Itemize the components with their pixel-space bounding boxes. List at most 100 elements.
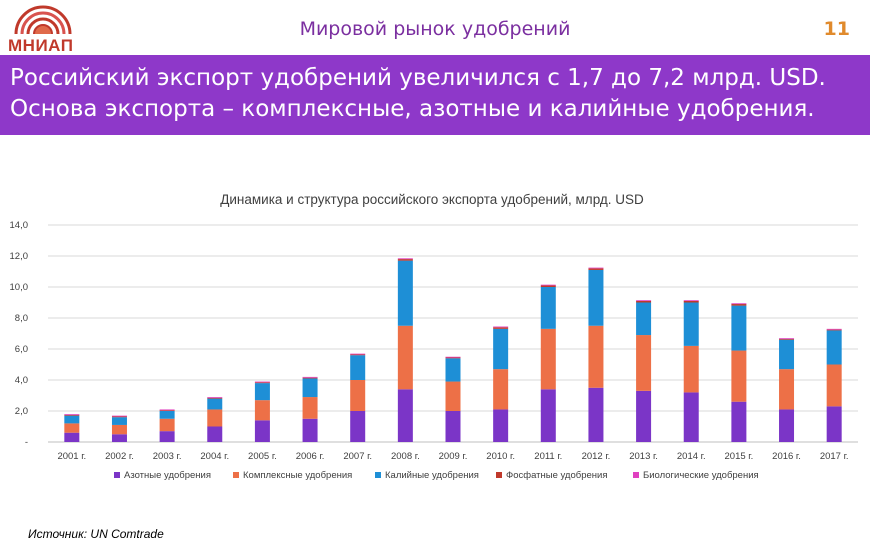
bar-segment xyxy=(111,416,127,418)
legend-label: Биологические удобрения xyxy=(643,470,759,481)
headline-line-1: Российский экспорт удобрений увеличился … xyxy=(10,65,826,91)
bar-segment xyxy=(254,381,270,383)
bar-segment xyxy=(636,302,652,336)
legend-swatch xyxy=(375,472,381,478)
bar-segment xyxy=(350,354,366,356)
bar-segment xyxy=(540,328,556,390)
legend-label: Калийные удобрения xyxy=(385,470,479,481)
bar-segment xyxy=(64,415,80,424)
bar-segment xyxy=(636,390,652,442)
x-tick-label: 2003 г. xyxy=(153,451,182,462)
legend-label: Комплексные удобрения xyxy=(243,470,352,481)
bar-segment xyxy=(207,397,223,398)
bar-segment xyxy=(588,268,604,270)
bar-segment xyxy=(445,356,461,358)
bar-segment xyxy=(207,409,223,427)
bar-segment xyxy=(207,397,223,399)
headline-line-2: Основа экспорта – комплексные, азотные и… xyxy=(10,96,815,122)
bar-segment xyxy=(540,287,556,329)
bar-segment xyxy=(207,398,223,410)
x-tick-label: 2010 г. xyxy=(486,451,515,462)
x-tick-label: 2013 г. xyxy=(629,451,658,462)
bar-segment xyxy=(731,350,747,402)
bar-segment xyxy=(445,411,461,442)
bar-segment xyxy=(302,418,318,442)
bar-segment xyxy=(350,380,366,411)
x-tick-label: 2002 г. xyxy=(105,451,134,462)
bar-segment xyxy=(397,389,413,442)
x-tick-label: 2014 г. xyxy=(677,451,706,462)
bar-segment xyxy=(683,345,699,393)
bar-segment xyxy=(254,382,270,384)
bar-segment xyxy=(683,392,699,442)
bar-segment xyxy=(159,431,175,442)
bar-segment xyxy=(64,432,80,442)
bar-segment xyxy=(588,267,604,269)
bar-segment xyxy=(683,302,699,346)
bar-segment xyxy=(731,401,747,442)
slide-title: Мировой рынок удобрений xyxy=(299,18,571,40)
bar-segment xyxy=(111,417,127,425)
export-chart: Динамика и структура российского экспорт… xyxy=(10,192,858,481)
x-tick-label: 2016 г. xyxy=(772,451,801,462)
y-tick-label: 6,0 xyxy=(15,344,28,355)
y-tick-label: 12,0 xyxy=(10,251,29,262)
bar-segment xyxy=(302,377,318,379)
bar-segment xyxy=(588,387,604,442)
x-tick-label: 2012 г. xyxy=(582,451,611,462)
logo: МНИАП xyxy=(6,2,82,55)
bar-segment xyxy=(493,369,509,410)
y-tick-label: 8,0 xyxy=(15,313,28,324)
legend-label: Фосфатные удобрения xyxy=(506,470,607,481)
bar-segment xyxy=(826,328,842,330)
bar-segment xyxy=(540,285,556,287)
bar-segment xyxy=(64,423,80,433)
bar-segment xyxy=(683,300,699,303)
bar-segment xyxy=(779,369,795,410)
bar-segment xyxy=(254,383,270,401)
bar-segment xyxy=(397,325,413,390)
x-tick-label: 2007 г. xyxy=(343,451,372,462)
bar-segment xyxy=(350,355,366,380)
bar-segment xyxy=(64,414,80,415)
bar-segment xyxy=(350,411,366,442)
bar-segment xyxy=(445,381,461,411)
bar-segment xyxy=(111,434,127,442)
bar-segment xyxy=(159,410,175,411)
bar-segment xyxy=(826,329,842,331)
y-tick-label: 2,0 xyxy=(15,406,28,417)
x-tick-label: 2001 г. xyxy=(57,451,86,462)
bar-segment xyxy=(302,397,318,419)
bar-segment xyxy=(826,364,842,407)
bar-segment xyxy=(683,300,699,301)
bar-segment xyxy=(111,424,127,435)
bar-segment xyxy=(397,259,413,261)
bar-segment xyxy=(397,260,413,326)
bar-segment xyxy=(588,325,604,388)
logo-text: МНИАП xyxy=(8,36,74,55)
x-tick-label: 2017 г. xyxy=(820,451,849,462)
x-tick-label: 2008 г. xyxy=(391,451,420,462)
bar-segment xyxy=(731,305,747,351)
bar-segment xyxy=(159,409,175,411)
bar-segment xyxy=(159,418,175,432)
source-note: Источник: UN Comtrade xyxy=(28,527,164,541)
bar-segment xyxy=(350,353,366,355)
bar-segment xyxy=(64,414,80,416)
legend-swatch xyxy=(233,472,239,478)
bar-segment xyxy=(779,338,795,340)
bar-segment xyxy=(493,327,509,329)
bar-segment xyxy=(731,303,747,305)
legend-swatch xyxy=(496,472,502,478)
bar-segment xyxy=(397,258,413,260)
bar-segment xyxy=(302,376,318,378)
y-tick-label: 4,0 xyxy=(15,375,28,386)
bar-segment xyxy=(540,284,556,286)
headline-banner: Российский экспорт удобрений увеличился … xyxy=(0,55,870,135)
y-tick-label: 10,0 xyxy=(10,282,29,293)
sun-logo-icon xyxy=(14,5,72,35)
bar-segment xyxy=(207,426,223,442)
legend-swatch xyxy=(114,472,120,478)
chart-title: Динамика и структура российского экспорт… xyxy=(220,192,644,207)
slide-number: 11 xyxy=(823,18,850,40)
